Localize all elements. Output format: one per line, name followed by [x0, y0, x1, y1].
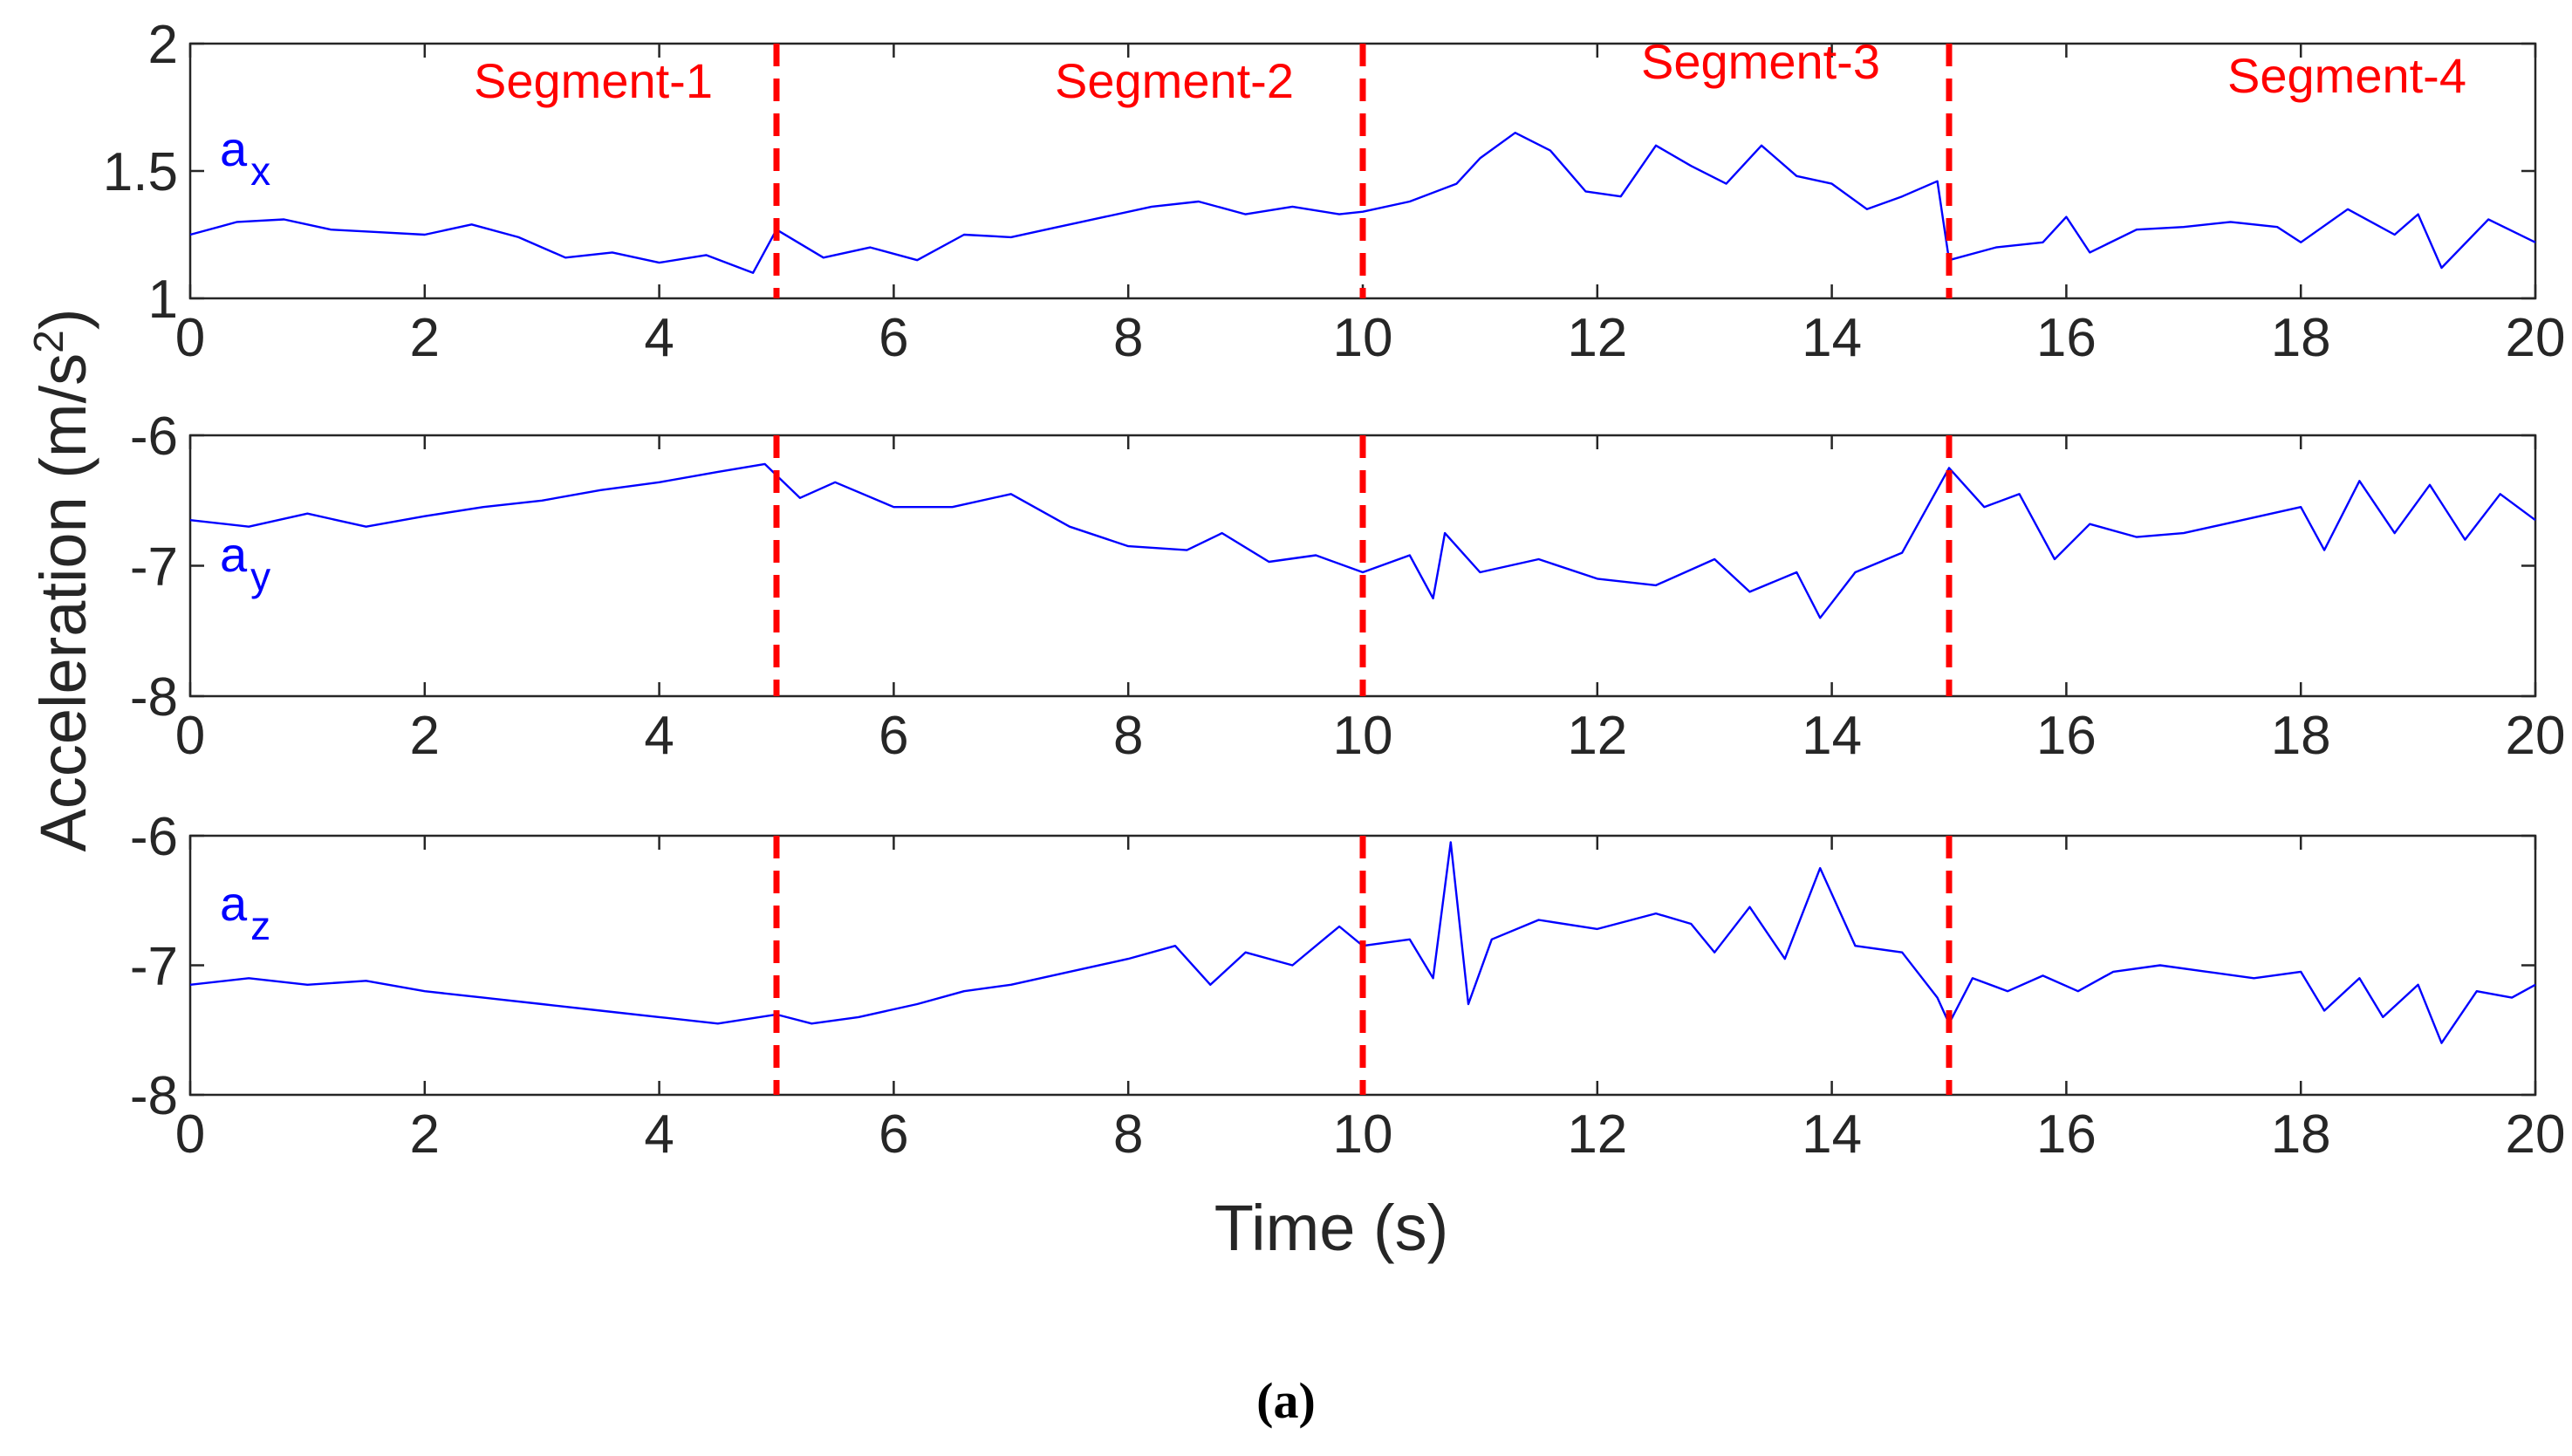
x-tick-label: 16	[2036, 1104, 2097, 1165]
x-tick-label: 12	[1567, 1104, 1627, 1165]
y-tick-label: 1.5	[103, 142, 178, 202]
y-tick-label: -6	[130, 407, 178, 467]
series-label-main: a	[220, 876, 248, 931]
panel-ay: 0 2 4 6 8 10 12 14 16 18 20 -6 -7 -8 ay	[130, 407, 2566, 766]
x-tick-label: 16	[2036, 308, 2097, 368]
series-label-subscript: z	[250, 903, 270, 948]
series-label-main: a	[220, 527, 248, 582]
x-tick-label: 20	[2506, 706, 2566, 766]
y-tick-label: -7	[130, 537, 178, 598]
series-label-main: a	[220, 121, 248, 176]
series-label-ay: ay	[220, 527, 270, 599]
y-tick-label: -8	[130, 1066, 178, 1126]
series-label-subscript: y	[250, 554, 270, 599]
series-label-az: az	[220, 876, 270, 948]
x-tick-label: 2	[410, 706, 440, 766]
x-tick-label: 0	[175, 706, 205, 766]
y-axis-title-close: )	[27, 309, 99, 331]
x-tick-label: 0	[175, 1104, 205, 1165]
y-tick-label: -8	[130, 667, 178, 728]
x-tick-label: 12	[1567, 706, 1627, 766]
x-tick-label: 18	[2271, 1104, 2331, 1165]
x-tick-label: 0	[175, 308, 205, 368]
x-tick-label: 20	[2506, 308, 2566, 368]
y-tick-label: 2	[148, 15, 178, 75]
x-tick-label: 2	[410, 1104, 440, 1165]
y-tick-label: 1	[148, 270, 178, 330]
series-line-ax	[189, 131, 2536, 274]
x-tick-label: 6	[879, 706, 908, 766]
segment-label: Segment-2	[1055, 53, 1294, 108]
x-tick-label: 16	[2036, 706, 2097, 766]
x-tick-label: 18	[2271, 308, 2331, 368]
x-tick-label: 14	[1802, 1104, 1862, 1165]
series-label-subscript: x	[250, 148, 270, 194]
panel-az: 0 2 4 6 8 10 12 14 16 18 20 -6 -7 -8 az	[130, 807, 2566, 1165]
x-tick-label: 20	[2506, 1104, 2566, 1165]
y-axis-title: Acceleration (m/s2)	[26, 309, 99, 852]
series-line-ay	[189, 462, 2536, 619]
figure-caption: (a)	[1256, 1372, 1316, 1429]
x-tick-label: 8	[1113, 308, 1143, 368]
series-line-az	[189, 841, 2536, 1044]
x-tick-label: 2	[410, 308, 440, 368]
x-tick-label: 8	[1113, 1104, 1143, 1165]
x-tick-label: 6	[879, 308, 908, 368]
x-axis-title: Time (s)	[1214, 1192, 1449, 1264]
x-tick-label: 10	[1333, 308, 1393, 368]
x-tick-label: 8	[1113, 706, 1143, 766]
x-tick-label: 4	[644, 308, 674, 368]
segment-label: Segment-3	[1641, 34, 1880, 89]
y-axis-title-superscript: 2	[26, 330, 72, 353]
x-tick-label: 14	[1802, 706, 1862, 766]
x-tick-label: 14	[1802, 308, 1862, 368]
series-label-ax: ax	[220, 121, 270, 194]
x-tick-label: 18	[2271, 706, 2331, 766]
x-tick-label: 10	[1333, 1104, 1393, 1165]
x-tick-label: 12	[1567, 308, 1627, 368]
y-tick-label: -6	[130, 807, 178, 867]
segment-label: Segment-1	[474, 53, 713, 108]
y-axis-title-main: Acceleration (m/s	[27, 353, 99, 852]
y-tick-label: -7	[130, 937, 178, 997]
x-tick-label: 10	[1333, 706, 1393, 766]
x-tick-label: 6	[879, 1104, 908, 1165]
x-tick-label: 4	[644, 706, 674, 766]
x-tick-label: 4	[644, 1104, 674, 1165]
segment-label: Segment-4	[2227, 48, 2466, 103]
